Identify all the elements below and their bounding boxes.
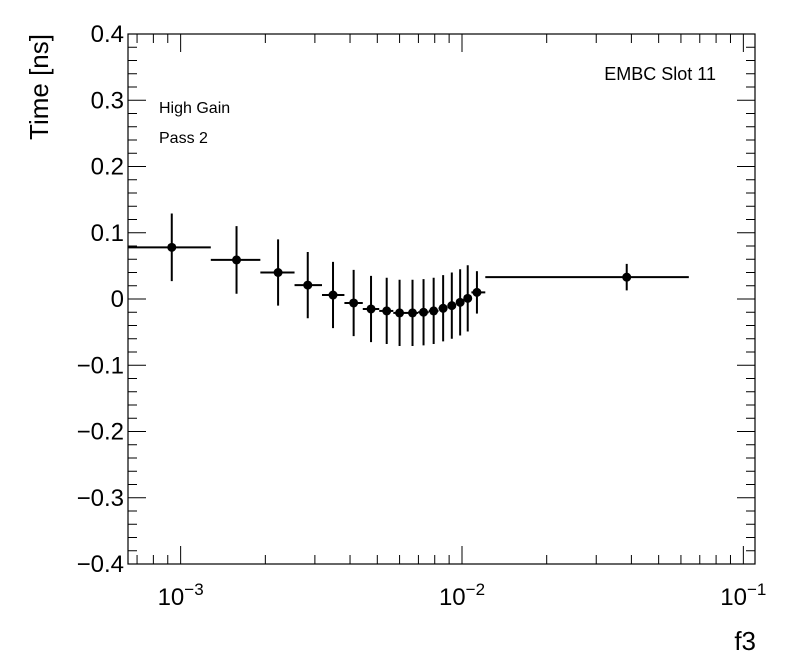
data-marker (328, 290, 338, 300)
data-marker (438, 303, 448, 313)
data-point (406, 279, 419, 347)
y-tick-label: −0.3 (77, 485, 124, 512)
data-marker (349, 298, 359, 308)
data-point (322, 261, 345, 329)
data-marker (429, 306, 439, 316)
y-axis-title: Time [ns] (24, 34, 54, 140)
data-marker (303, 280, 313, 290)
y-tick-label: 0.4 (91, 21, 124, 48)
data-marker (382, 306, 392, 316)
pass-annotation: Pass 2 (159, 130, 208, 147)
axis-tick-labels: −0.4 −0.3 −0.2 −0.1 0 0.1 0.2 0.3 0.4 10−3 10−2 10−… (77, 21, 767, 611)
x-tick-label: 10−3 (158, 580, 204, 611)
data-points (128, 213, 689, 347)
axis-ticks (128, 33, 755, 565)
data-marker (472, 287, 482, 297)
gain-annotation: High Gain (159, 100, 230, 117)
y-tick-label: −0.4 (77, 551, 124, 578)
data-marker (463, 293, 473, 303)
y-tick-label: 0.3 (91, 87, 124, 114)
y-tick-label: 0.2 (91, 154, 124, 181)
data-point (463, 265, 473, 332)
y-tick-label: −0.2 (77, 419, 124, 446)
data-point (455, 269, 465, 336)
y-tick-label: 0.1 (91, 220, 124, 247)
data-point (362, 275, 380, 343)
data-point (344, 269, 363, 337)
data-point (485, 263, 689, 291)
plot-frame (127, 33, 756, 565)
slot-annotation: EMBC Slot 11 (604, 64, 716, 84)
data-marker (167, 242, 177, 252)
data-point (418, 279, 429, 346)
data-point (128, 213, 211, 282)
data-point (379, 277, 394, 345)
data-point (471, 271, 486, 314)
data-marker (273, 268, 283, 277)
y-tick-label: 0 (111, 286, 124, 313)
x-tick-label: 10−1 (720, 580, 766, 611)
y-tick-label: −0.1 (77, 352, 124, 379)
x-tick-label: 10−2 (439, 580, 485, 611)
data-marker (419, 307, 429, 317)
data-point (447, 272, 457, 339)
data-marker (447, 301, 457, 311)
data-point (260, 239, 295, 306)
data-marker (408, 308, 418, 318)
data-marker (455, 297, 465, 307)
data-marker (622, 272, 632, 282)
data-marker (366, 304, 376, 314)
x-axis-title: f3 (734, 626, 756, 656)
data-point (294, 251, 323, 319)
data-point (393, 279, 407, 347)
data-point (428, 277, 439, 345)
data-point (210, 226, 261, 294)
data-marker (395, 308, 405, 318)
data-point (438, 275, 448, 342)
data-marker (232, 255, 242, 265)
